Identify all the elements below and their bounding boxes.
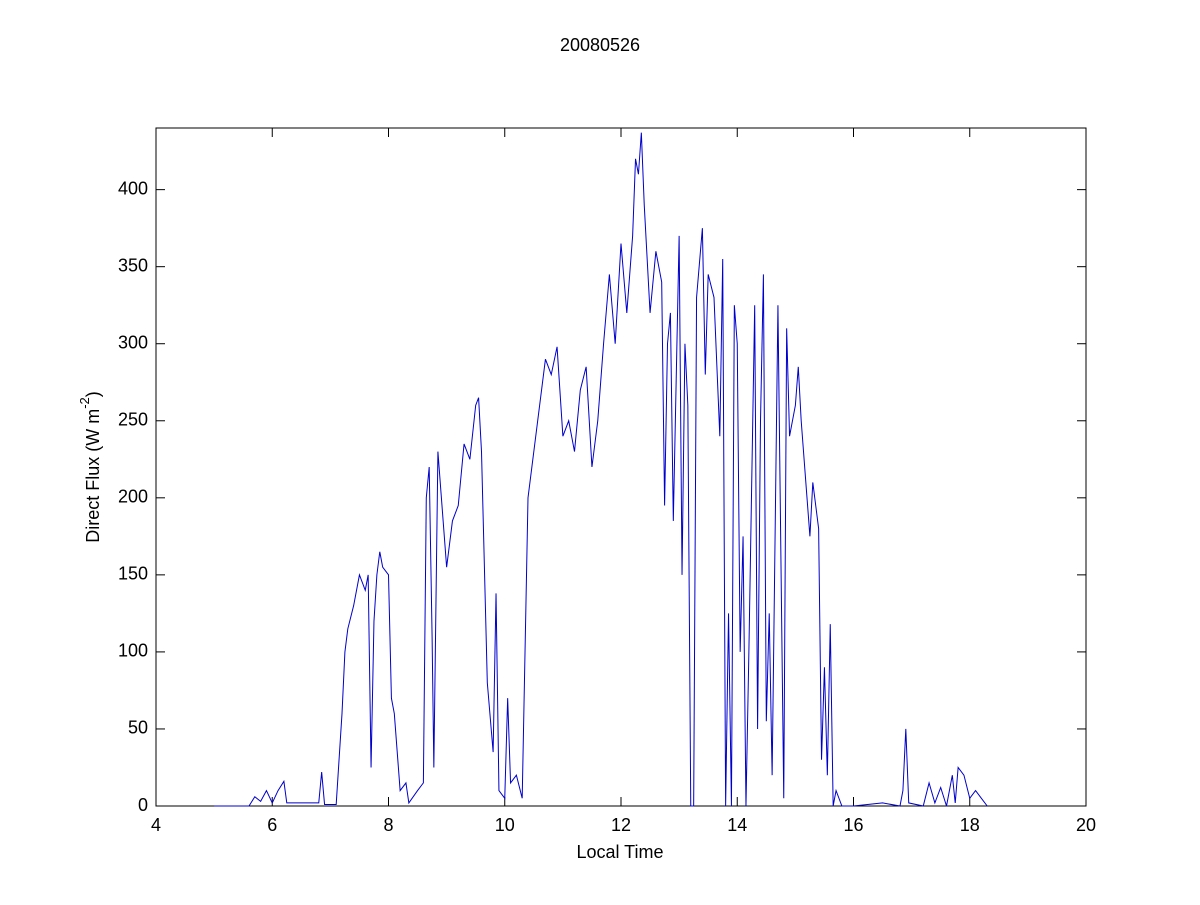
y-label-end: ) — [83, 391, 103, 397]
y-tick-label: 400 — [118, 178, 148, 198]
y-tick-label: 200 — [118, 487, 148, 507]
x-axis-label: Local Time — [576, 842, 663, 862]
plot-frame — [155, 127, 1087, 807]
y-tick-label: 50 — [128, 718, 148, 738]
x-tick-label: 6 — [267, 815, 277, 835]
x-tick-label: 10 — [495, 815, 515, 835]
x-tick-label: 20 — [1076, 815, 1096, 835]
y-axis-label: Direct Flux (W m-2) — [77, 391, 102, 543]
y-tick-label: 300 — [118, 332, 148, 352]
x-tick-label: 12 — [611, 815, 631, 835]
x-tick-label: 18 — [960, 815, 980, 835]
y-tick-label: 0 — [138, 795, 148, 815]
x-tick-label: 16 — [843, 815, 863, 835]
data-line — [214, 132, 988, 807]
y-tick-label: 350 — [118, 255, 148, 275]
x-tick-label: 8 — [383, 815, 393, 835]
y-label-sup: -2 — [77, 397, 92, 409]
x-tick-label: 14 — [727, 815, 747, 835]
y-tick-label: 250 — [118, 410, 148, 430]
x-tick-label: 4 — [151, 815, 161, 835]
y-tick-label: 150 — [118, 564, 148, 584]
y-label-text: Direct Flux (W m — [83, 409, 103, 543]
y-tick-label: 100 — [118, 641, 148, 661]
chart-title: 20080526 — [560, 35, 640, 55]
